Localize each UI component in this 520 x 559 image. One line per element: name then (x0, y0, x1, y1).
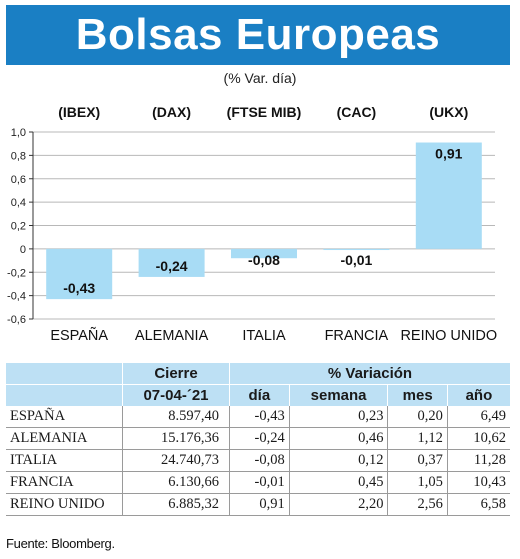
mes-cell: 1,05 (387, 471, 448, 494)
table-subheader-row: 07-04-´21 día semana mes año (6, 384, 510, 406)
bar (231, 248, 297, 259)
index-label: (UKX) (429, 104, 468, 120)
header-mes: mes (387, 384, 448, 406)
x-tick-label: ITALIA (242, 328, 286, 344)
cierre-cell: 15.176,36 (122, 427, 230, 450)
data-label: -0,43 (63, 280, 95, 296)
y-tick-label: -0,6 (7, 314, 26, 326)
mes-cell: 0,20 (387, 406, 448, 428)
dia-cell: -0,43 (229, 406, 290, 428)
ano-cell: 6,58 (446, 493, 510, 516)
dia-cell: -0,08 (229, 449, 290, 472)
y-tick-label: 0,2 (11, 221, 26, 233)
table-row: ESPAÑA 8.597,40 -0,43 0,23 0,20 6,49 (6, 406, 510, 428)
bar-chart: 1,0 0,8 0,6 0,4 0,2 0 -0,2 -0,4 -0,6 -0,43 (IBEX) E… (7, 104, 497, 344)
bar (138, 248, 205, 277)
x-tick-label: REINO UNIDO (400, 328, 497, 344)
x-tick-label: FRANCIA (325, 328, 389, 344)
index-label: (IBEX) (58, 104, 100, 120)
cierre-cell: 6.130,66 (122, 471, 230, 494)
y-tick-label: 0,4 (11, 197, 26, 209)
cierre-cell: 6.885,32 (122, 493, 230, 516)
index-label: (DAX) (152, 104, 191, 120)
y-tick-label: 0,6 (11, 174, 26, 186)
dia-cell: 0,91 (229, 493, 290, 516)
ano-cell: 11,28 (446, 449, 510, 472)
data-label: -0,01 (340, 252, 372, 268)
header-ano: año (446, 384, 510, 406)
x-tick-label: ALEMANIA (135, 328, 209, 344)
data-table: Cierre % Variación 07-04-´21 día semana … (6, 363, 510, 516)
bar (46, 248, 113, 300)
country-cell: FRANCIA (6, 471, 123, 494)
header-semana: semana (288, 384, 388, 406)
country-cell: ESPAÑA (6, 406, 123, 428)
y-tick-label: 0 (20, 244, 26, 256)
semana-cell: 0,23 (288, 406, 388, 428)
index-label: (FTSE MIB) (227, 104, 302, 120)
header-blank (6, 384, 123, 406)
semana-cell: 0,45 (288, 471, 388, 494)
data-label: -0,08 (248, 252, 280, 268)
x-tick-label: ESPAÑA (50, 327, 108, 344)
table-row: FRANCIA 6.130,66 -0,01 0,45 1,05 10,43 (6, 471, 510, 494)
table-header-row: Cierre % Variación (6, 363, 510, 385)
dia-cell: -0,01 (229, 471, 290, 494)
header-date: 07-04-´21 (122, 384, 230, 406)
mes-cell: 0,37 (387, 449, 448, 472)
header-dia: día (229, 384, 290, 406)
cierre-cell: 8.597,40 (122, 406, 230, 428)
table-row: ALEMANIA 15.176,36 -0,24 0,46 1,12 10,62 (6, 427, 510, 450)
mes-cell: 1,12 (387, 427, 448, 450)
ano-cell: 10,62 (446, 427, 510, 450)
y-tick-label: -0,2 (7, 267, 26, 279)
ano-cell: 6,49 (446, 406, 510, 428)
header-variacion: % Variación (229, 363, 510, 385)
table-row: ITALIA 24.740,73 -0,08 0,12 0,37 11,28 (6, 449, 510, 472)
dia-cell: -0,24 (229, 427, 290, 450)
table-row: REINO UNIDO 6.885,32 0,91 2,20 2,56 6,58 (6, 493, 510, 516)
bar (415, 142, 482, 249)
data-label: 0,91 (435, 146, 462, 162)
chart-subtitle: (% Var. día) (223, 70, 297, 86)
y-tick-label: -0,4 (7, 291, 26, 303)
semana-cell: 2,20 (288, 493, 388, 516)
y-tick-label: 1,0 (11, 127, 26, 139)
semana-cell: 0,12 (288, 449, 388, 472)
data-label: -0,24 (156, 258, 188, 274)
source-note: Fuente: Bloomberg. (6, 536, 115, 551)
header-cierre: Cierre (122, 363, 230, 385)
country-cell: REINO UNIDO (6, 493, 123, 516)
header-blank (6, 363, 123, 385)
country-cell: ALEMANIA (6, 427, 123, 450)
country-cell: ITALIA (6, 449, 123, 472)
ano-cell: 10,43 (446, 471, 510, 494)
y-tick-label: 0,8 (11, 150, 26, 162)
bar (323, 248, 390, 251)
index-label: (CAC) (337, 104, 377, 120)
chart-title: Bolsas Europeas (6, 5, 510, 65)
semana-cell: 0,46 (288, 427, 388, 450)
mes-cell: 2,56 (387, 493, 448, 516)
cierre-cell: 24.740,73 (122, 449, 230, 472)
